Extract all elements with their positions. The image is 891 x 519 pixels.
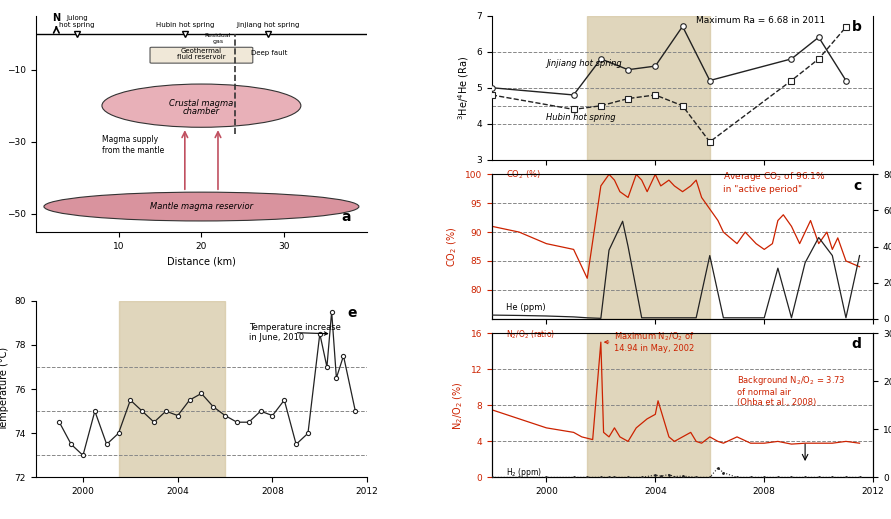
Text: Maximum N$_2$/O$_2$ of
14.94 in May, 2002: Maximum N$_2$/O$_2$ of 14.94 in May, 200… <box>605 330 695 353</box>
FancyBboxPatch shape <box>150 47 253 63</box>
Text: d: d <box>852 337 862 351</box>
Bar <box>587 174 710 319</box>
Y-axis label: CO$_2$ (%): CO$_2$ (%) <box>446 226 460 267</box>
Y-axis label: Depth (km): Depth (km) <box>0 95 2 152</box>
Y-axis label: Temperature (°C): Temperature (°C) <box>0 347 9 431</box>
Text: e: e <box>347 306 357 320</box>
Text: fluid reservoir: fluid reservoir <box>177 54 225 60</box>
X-axis label: Distance (km): Distance (km) <box>167 256 236 266</box>
Text: Hubin hot spring: Hubin hot spring <box>546 113 616 122</box>
Bar <box>587 333 710 477</box>
Text: Deep fault: Deep fault <box>251 50 288 56</box>
Text: c: c <box>854 179 862 193</box>
Text: N$_2$/O$_2$ (ratio): N$_2$/O$_2$ (ratio) <box>505 329 554 341</box>
Y-axis label: $^3$He/$^4$He (Ra): $^3$He/$^4$He (Ra) <box>456 56 470 120</box>
Text: Average CO$_2$ of 96.1%
in "active period": Average CO$_2$ of 96.1% in "active perio… <box>723 170 826 194</box>
Bar <box>119 301 225 477</box>
Bar <box>587 174 710 319</box>
Text: Jinjiang hot spring: Jinjiang hot spring <box>546 59 622 68</box>
Text: chamber: chamber <box>183 106 220 116</box>
Text: CO$_2$ (%): CO$_2$ (%) <box>505 168 541 181</box>
Text: Residual
gas: Residual gas <box>205 33 232 44</box>
Ellipse shape <box>44 192 359 221</box>
Ellipse shape <box>102 84 301 127</box>
Text: Hubin hot spring: Hubin hot spring <box>156 22 214 28</box>
Text: Crustal magma: Crustal magma <box>169 99 233 108</box>
Text: b: b <box>852 20 862 34</box>
Text: Background N$_2$/O$_2$ = 3.73
of normal air
(Ohba et al., 2008): Background N$_2$/O$_2$ = 3.73 of normal … <box>737 374 846 407</box>
Text: H$_2$ (ppm): H$_2$ (ppm) <box>505 466 542 479</box>
Text: N: N <box>53 13 61 23</box>
Text: Jinjiang hot spring: Jinjiang hot spring <box>236 22 299 28</box>
Y-axis label: N$_2$/O$_2$ (%): N$_2$/O$_2$ (%) <box>452 381 465 430</box>
Text: Julong
hot spring: Julong hot spring <box>60 15 94 28</box>
Text: a: a <box>341 210 350 224</box>
Text: He (ppm): He (ppm) <box>505 303 545 312</box>
Text: Temperature increase
in June, 2010: Temperature increase in June, 2010 <box>249 323 340 343</box>
Text: Maximum Ra = 6.68 in 2011: Maximum Ra = 6.68 in 2011 <box>696 16 825 25</box>
Bar <box>587 16 710 160</box>
Text: Magma supply
from the mantle: Magma supply from the mantle <box>102 135 164 155</box>
Text: Mantle magma reservior: Mantle magma reservior <box>150 202 253 211</box>
Text: Geothermal: Geothermal <box>181 48 222 54</box>
